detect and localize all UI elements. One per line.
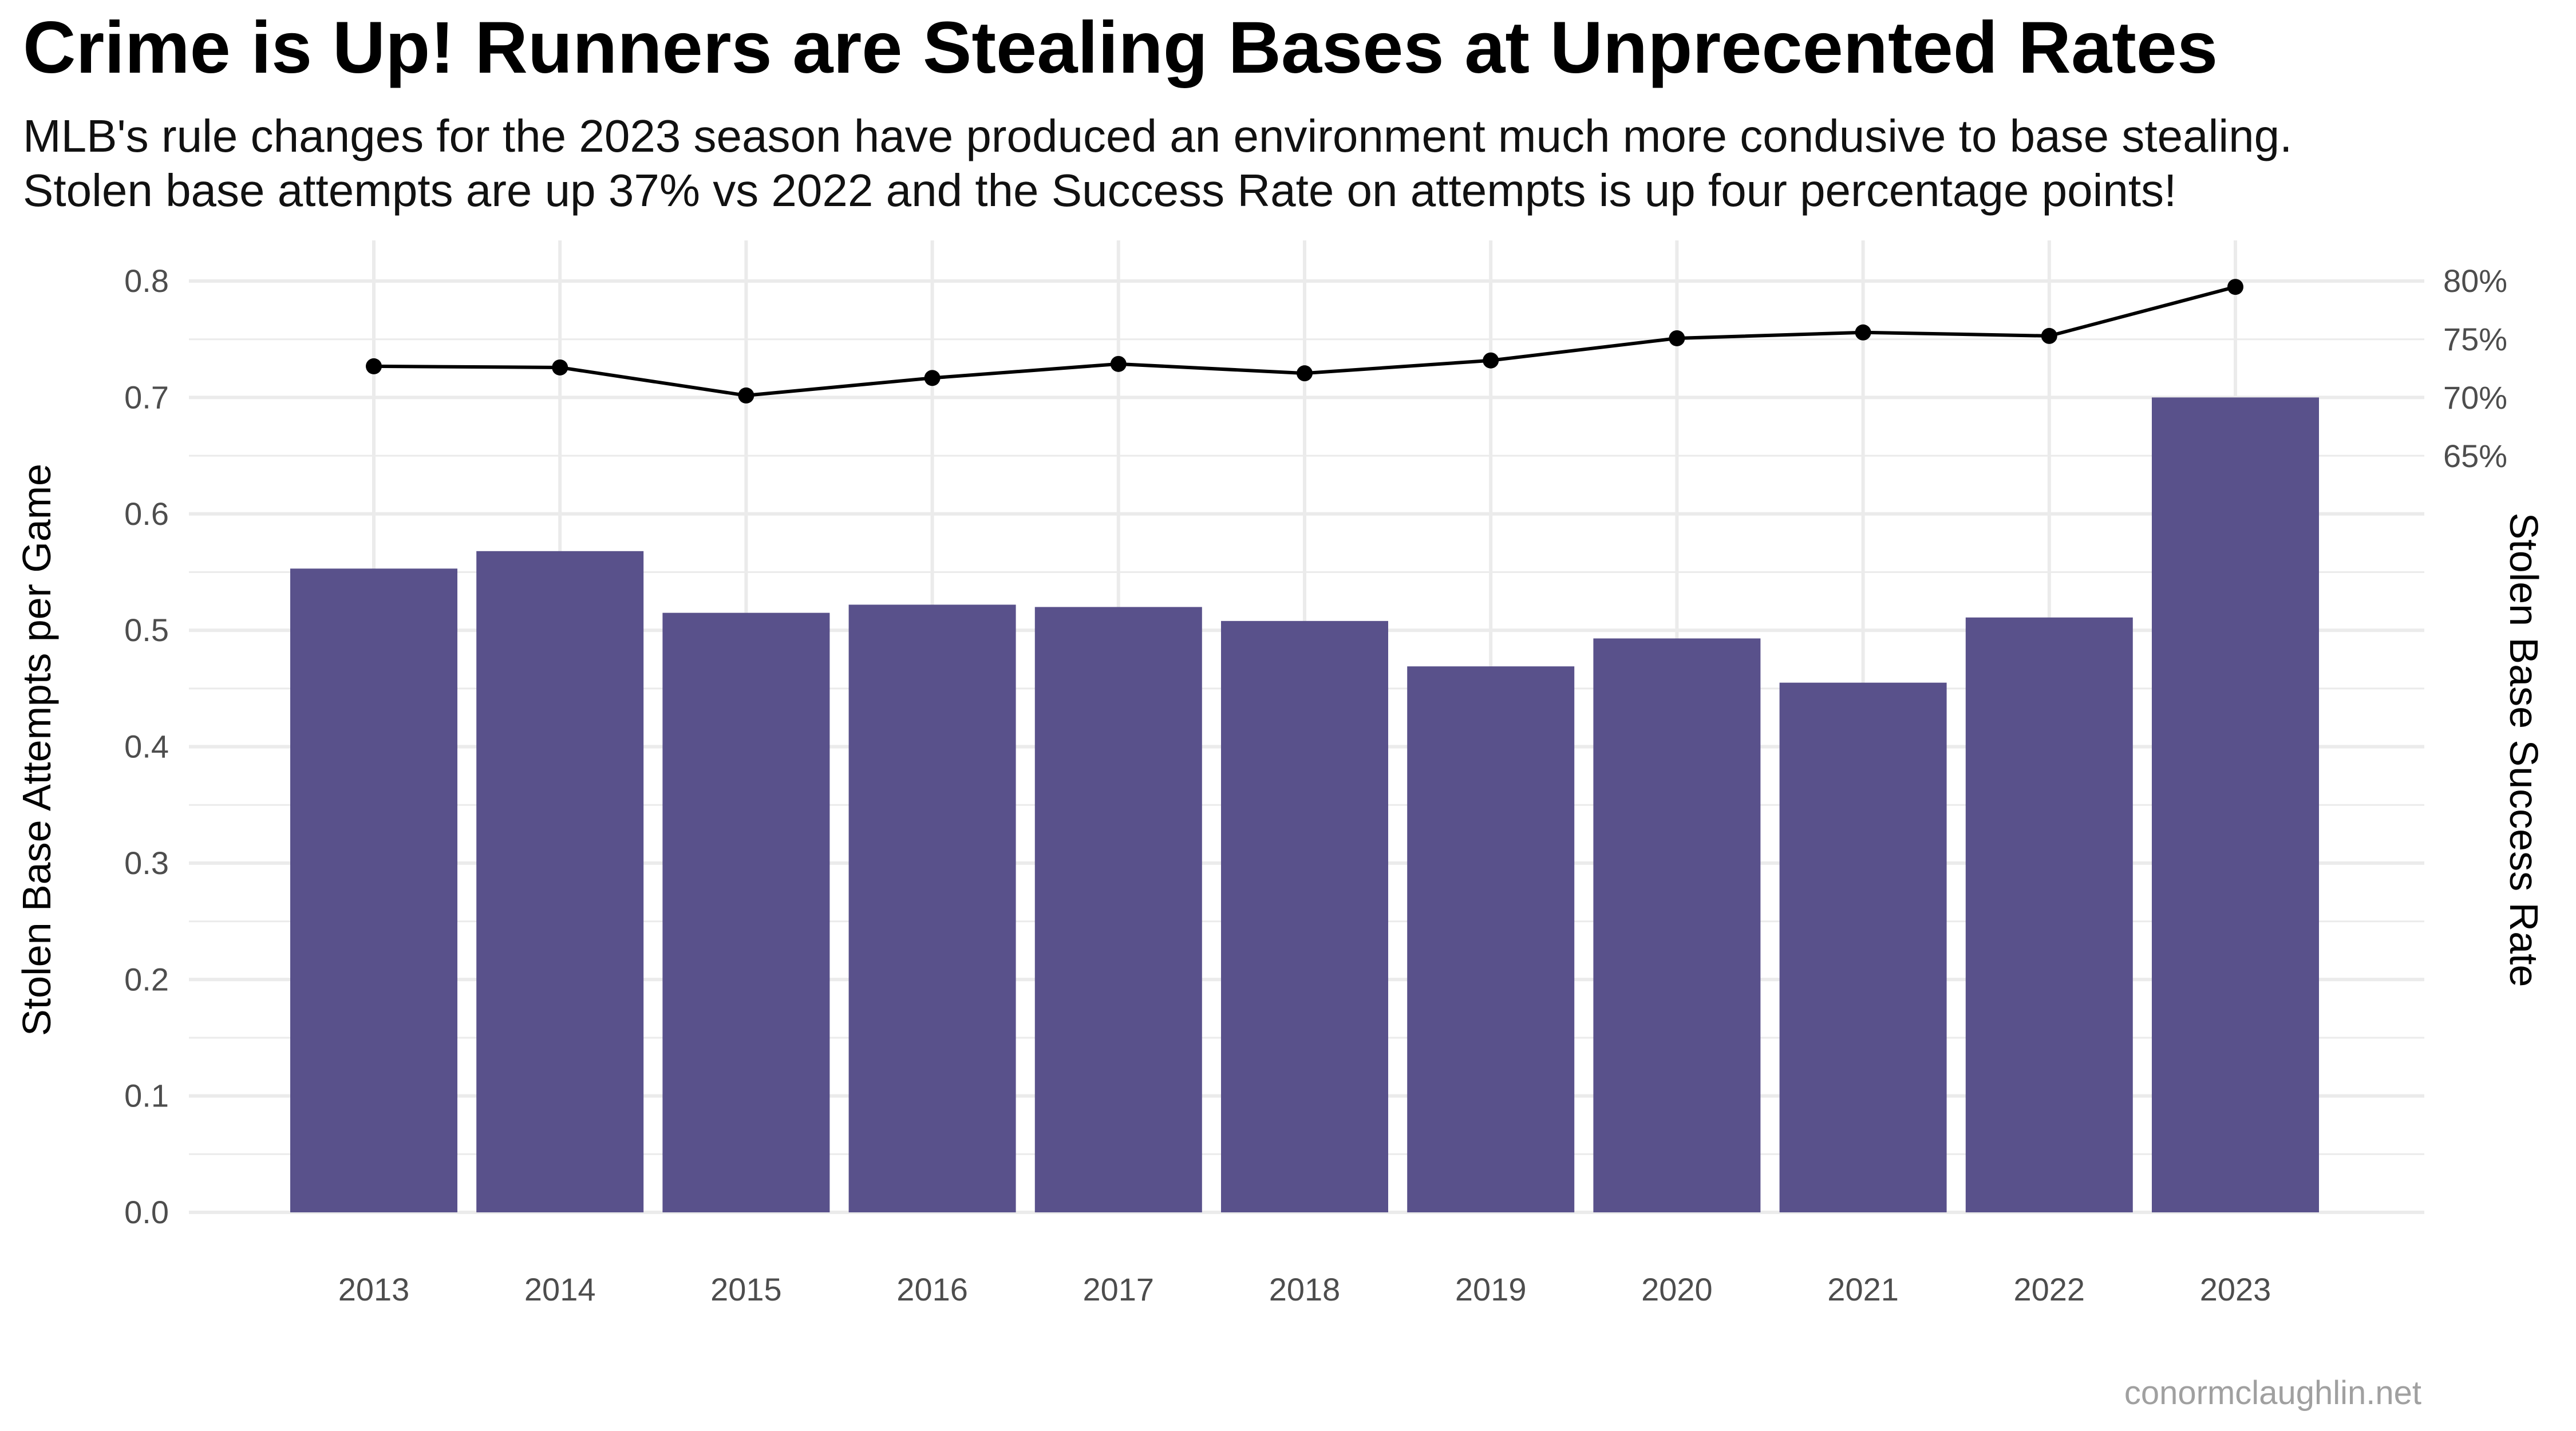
x-tick-label: 2016 (896, 1271, 968, 1307)
y2-axis-label: Stolen Base Success Rate (2502, 513, 2546, 987)
y-tick-label: 0.5 (124, 612, 169, 648)
bar-2023 (2152, 397, 2319, 1212)
success-rate-point-2020 (1669, 330, 1685, 346)
x-tick-label: 2020 (1641, 1271, 1713, 1307)
y-tick-label: 0.2 (124, 961, 169, 997)
y-axis-label: Stolen Base Attempts per Game (14, 464, 59, 1036)
x-tick-label: 2019 (1455, 1271, 1527, 1307)
subtitle-line-2: Stolen base attempts are up 37% vs 2022 … (23, 165, 2177, 216)
bar-2013 (290, 568, 457, 1213)
success-rate-point-2013 (366, 358, 382, 374)
x-tick-label: 2021 (1827, 1271, 1899, 1307)
y-tick-label: 0.7 (124, 379, 169, 415)
y2-tick-label: 65% (2443, 438, 2507, 474)
bar-2022 (1965, 617, 2133, 1212)
success-rate-point-2021 (1855, 324, 1871, 341)
x-tick-label: 2014 (524, 1271, 596, 1307)
y-tick-label: 0.6 (124, 496, 169, 532)
x-tick-label: 2023 (2200, 1271, 2271, 1307)
x-tick-label: 2013 (338, 1271, 410, 1307)
success-rate-point-2022 (2041, 327, 2057, 344)
success-rate-point-2019 (1483, 352, 1499, 369)
y-tick-label: 0.3 (124, 845, 169, 881)
line-series (366, 279, 2243, 404)
success-rate-point-2023 (2227, 279, 2243, 295)
success-rate-point-2018 (1297, 365, 1313, 382)
y2-axis-ticks: 65% 70% 75% 80% (2443, 263, 2507, 474)
y2-tick-label: 80% (2443, 263, 2507, 299)
y-axis-ticks: 0.0 0.1 0.2 0.3 0.4 0.5 0.6 0.7 0.8 (124, 263, 169, 1230)
y-tick-label: 0.1 (124, 1078, 169, 1114)
x-tick-label: 2017 (1083, 1271, 1155, 1307)
y-tick-label: 0.0 (124, 1194, 169, 1230)
success-rate-point-2017 (1110, 355, 1127, 372)
bar-2018 (1221, 620, 1388, 1212)
x-tick-label: 2015 (710, 1271, 782, 1307)
x-tick-label: 2018 (1269, 1271, 1341, 1307)
bar-2019 (1407, 666, 1575, 1212)
y-tick-label: 0.4 (124, 729, 169, 765)
chart-subtitle: MLB's rule changes for the 2023 season h… (23, 109, 2292, 218)
bar-2016 (848, 604, 1016, 1212)
source-caption: conormclaughlin.net (2124, 1374, 2421, 1412)
chart-title: Crime is Up! Runners are Stealing Bases … (23, 7, 2218, 89)
y2-tick-label: 70% (2443, 380, 2507, 416)
bar-2014 (476, 551, 644, 1212)
subtitle-line-1: MLB's rule changes for the 2023 season h… (23, 110, 2293, 161)
bar-series (290, 397, 2319, 1213)
success-rate-point-2016 (924, 370, 941, 386)
bar-2017 (1034, 607, 1202, 1212)
x-axis-ticks: 2013 2014 2015 2016 2017 2018 2019 2020 2021 2022… (338, 1271, 2271, 1307)
y2-tick-label: 75% (2443, 321, 2507, 357)
bar-2020 (1593, 638, 1761, 1212)
success-rate-point-2014 (552, 359, 568, 375)
success-rate-point-2015 (738, 387, 754, 404)
bar-2015 (662, 612, 830, 1212)
bar-2021 (1779, 682, 1947, 1212)
y-tick-label: 0.8 (124, 263, 169, 299)
x-tick-label: 2022 (2014, 1271, 2085, 1307)
